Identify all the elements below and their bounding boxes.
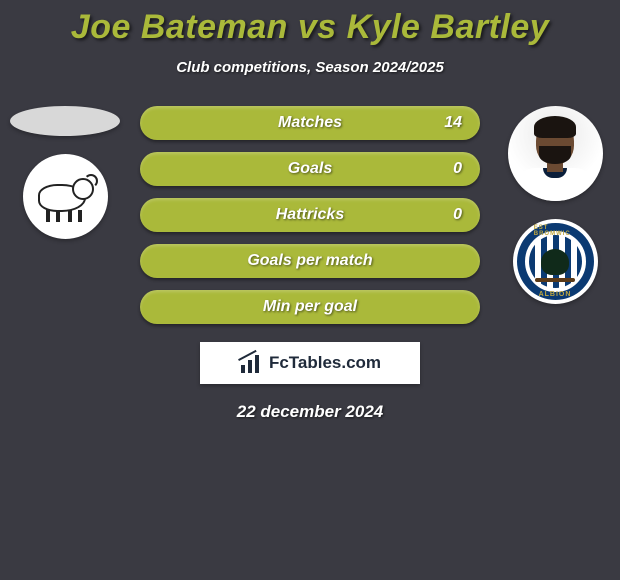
stat-label: Goals per match (247, 252, 372, 270)
club-badge-right: EST BROMWIC ALBION (513, 219, 598, 304)
main-area: EST BROMWIC ALBION Matches 14 Goals 0 Ha… (0, 106, 620, 422)
stat-row-matches: Matches 14 (140, 106, 480, 140)
page-title: Joe Bateman vs Kyle Bartley (0, 8, 620, 47)
stat-row-goals-per-match: Goals per match (140, 244, 480, 278)
brand-link[interactable]: FcTables.com (200, 342, 420, 384)
badge-text-top: EST BROMWIC (534, 225, 577, 237)
stat-bars: Matches 14 Goals 0 Hattricks 0 Goals per… (140, 106, 480, 324)
stat-value: 0 (453, 160, 462, 178)
stat-label: Hattricks (276, 206, 344, 224)
stat-label: Goals (288, 160, 332, 178)
chart-arrow-icon (239, 353, 263, 373)
stat-label: Matches (278, 114, 342, 132)
ram-icon (30, 172, 100, 222)
badge-text-bottom: ALBION (539, 291, 572, 298)
stat-row-goals: Goals 0 (140, 152, 480, 186)
stat-value: 0 (453, 206, 462, 224)
player-photo-placeholder-left (10, 106, 120, 136)
player-photo-right (508, 106, 603, 201)
subtitle: Club competitions, Season 2024/2025 (0, 59, 620, 76)
brand-text: FcTables.com (269, 353, 381, 373)
comparison-widget: Joe Bateman vs Kyle Bartley Club competi… (0, 0, 620, 422)
left-player-column (10, 106, 120, 239)
stat-value: 14 (444, 114, 462, 132)
right-player-column: EST BROMWIC ALBION (500, 106, 610, 304)
snapshot-date: 22 december 2024 (0, 402, 620, 422)
stat-label: Min per goal (263, 298, 357, 316)
club-badge-left (23, 154, 108, 239)
stat-row-hattricks: Hattricks 0 (140, 198, 480, 232)
thrush-icon (541, 249, 569, 275)
stat-row-min-per-goal: Min per goal (140, 290, 480, 324)
